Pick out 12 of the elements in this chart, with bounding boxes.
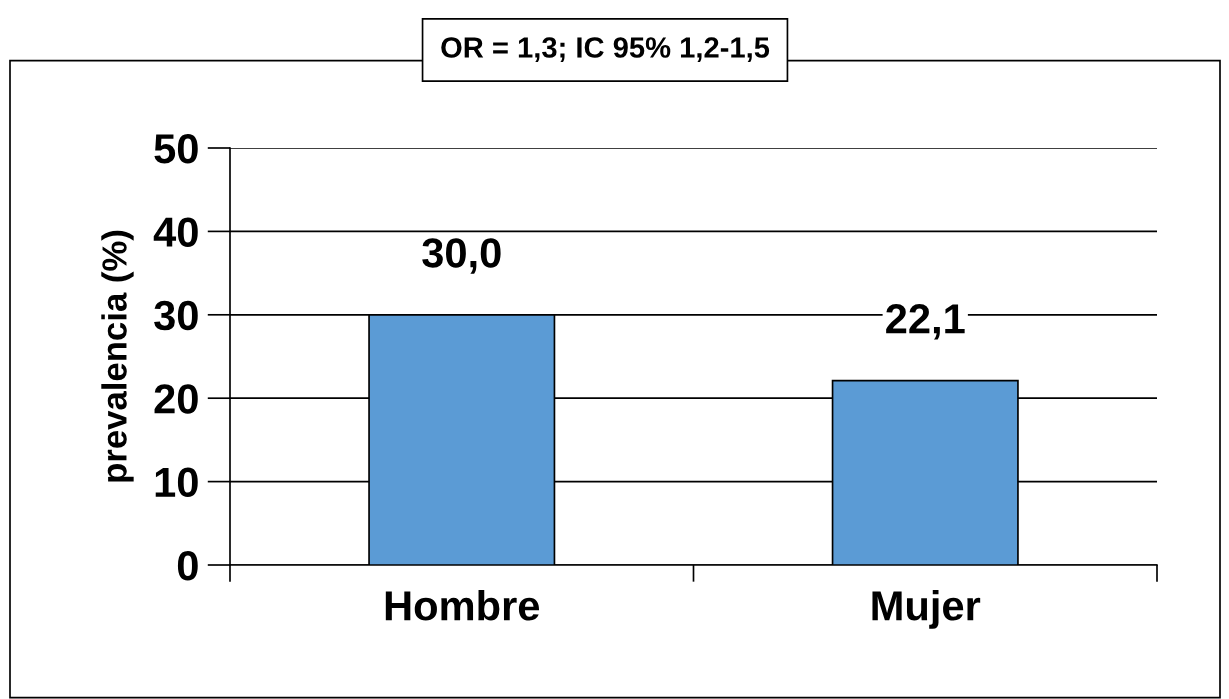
y-tick-label: 40 [153, 217, 198, 247]
y-tick-label: 10 [155, 467, 198, 498]
y-axis-title: prevalencia (%) [101, 230, 134, 482]
data-label: 30,0 [422, 238, 501, 274]
data-label: 22,1 [886, 304, 965, 340]
x-tick-label: Mujer [872, 590, 981, 629]
chart-title: OR = 1,3; IC 95% 1,2-1,5 [441, 37, 770, 63]
y-tick-label: 20 [154, 384, 198, 414]
y-tick-label: 30 [154, 300, 198, 331]
y-tick-label: 50 [154, 134, 198, 164]
x-tick-label: Hombre [385, 590, 540, 621]
y-tick-label: 0 [177, 551, 198, 581]
